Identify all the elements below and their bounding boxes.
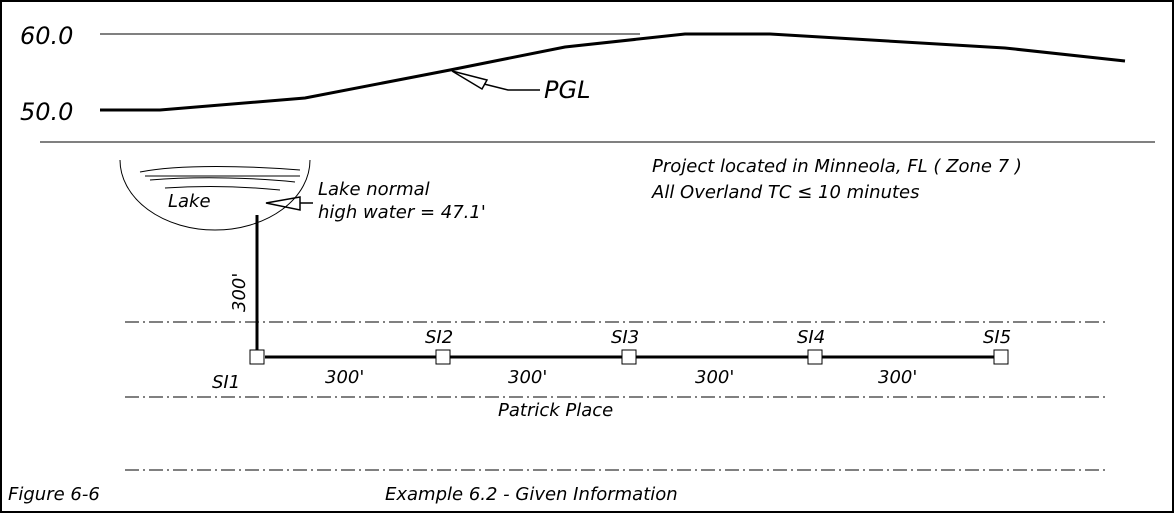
lake-label: Lake [168,191,211,212]
street-name: Patrick Place [498,400,613,421]
inlet [249,349,265,365]
pgl-label: PGL [544,76,590,104]
inlet [621,349,637,365]
leader [483,83,540,91]
elevation-label: 60.0 [20,22,73,50]
figure-caption: Example 6.2 - Given Information [385,484,678,505]
inlet-label: SI5 [983,327,1011,348]
segment-length: 300' [325,367,364,388]
segment-length: 300' [508,367,547,388]
pipe-length: 300' [229,273,250,312]
inlet-label: SI1 [212,372,240,393]
segment-length: 300' [695,367,734,388]
note: Project located in Minneola, FL ( Zone 7… [652,156,1022,177]
lake-water [139,166,301,191]
note: All Overland TC ≤ 10 minutes [651,182,920,203]
arrow [451,70,489,91]
inlet-label: SI3 [611,327,639,348]
profile-grade-line [110,32,1126,112]
figure-number: Figure 6-6 [8,484,100,505]
lake-outline [119,159,311,231]
inlet-label: SI2 [425,327,453,348]
elevation-label: 50.0 [20,98,73,126]
inlet [435,349,451,365]
inlet [807,349,823,365]
inlet [993,349,1009,365]
inlet-label: SI4 [797,327,825,348]
arrow [265,196,301,211]
callout: high water = 47.1' [318,202,486,223]
segment-length: 300' [878,367,917,388]
callout: Lake normal [318,179,430,200]
